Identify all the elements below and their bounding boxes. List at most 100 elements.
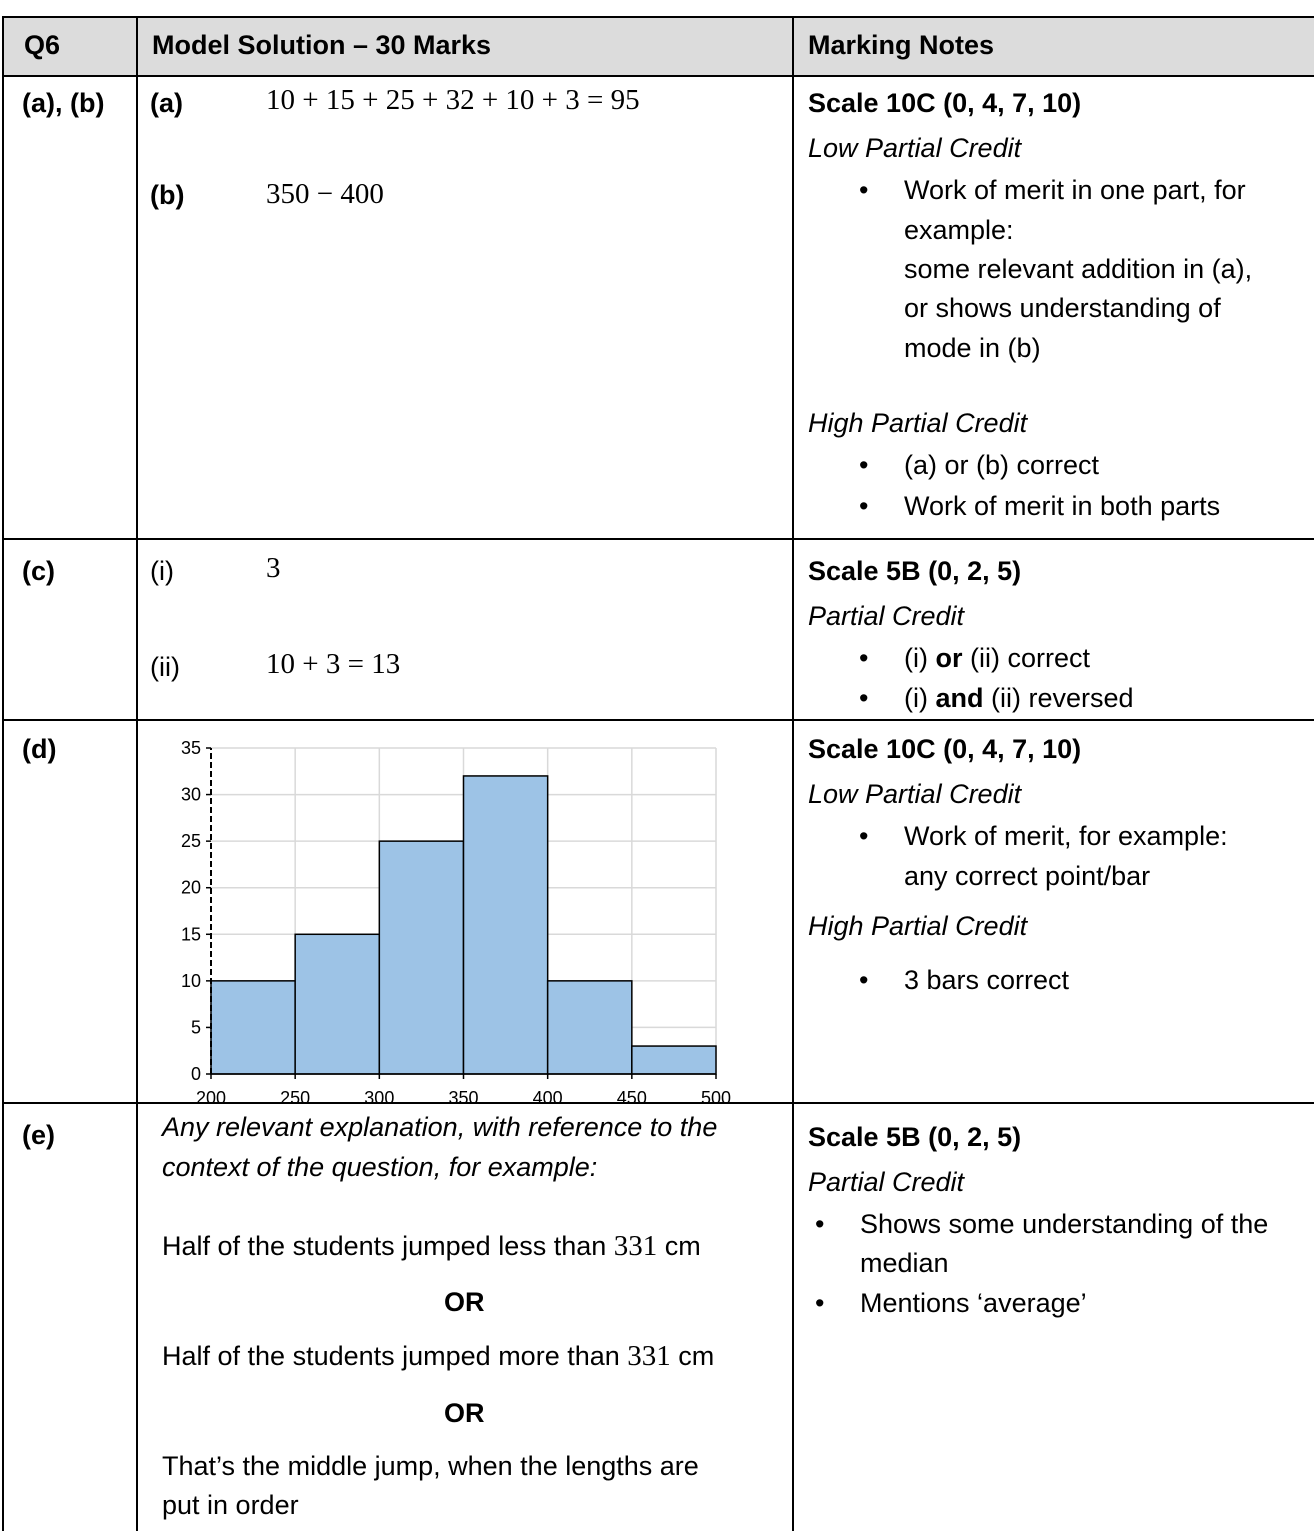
pc-e1-line2: median bbox=[860, 1248, 949, 1278]
high-credit-ab-item1: (a) or (b) correct bbox=[859, 450, 1100, 481]
part-label-d: (d) bbox=[22, 734, 57, 764]
e-example2-unit: cm bbox=[670, 1341, 715, 1371]
table-border-row2 bbox=[2, 719, 1314, 721]
scale-e: Scale 5B (0, 2, 5) bbox=[808, 1122, 1022, 1152]
header-q: Q6 bbox=[24, 30, 61, 60]
low-credit-d-line1: Work of merit, for example: bbox=[904, 821, 1228, 851]
histogram-bar bbox=[294, 933, 381, 1075]
low-credit-d-item: Work of merit, for example: bbox=[859, 821, 1228, 852]
scale-ab: Scale 10C (0, 4, 7, 10) bbox=[808, 88, 1082, 118]
pc-e2-text: Mentions ‘average’ bbox=[860, 1288, 1087, 1318]
table-border-row3 bbox=[2, 1102, 1314, 1104]
low-credit-ab-line2: example: bbox=[904, 215, 1014, 245]
pc-c2-a: (i) bbox=[904, 683, 936, 713]
low-credit-title-ab: Low Partial Credit bbox=[808, 133, 1022, 163]
x-tick-label: 300 bbox=[364, 1088, 394, 1104]
partial-credit-title-c: Partial Credit bbox=[808, 601, 965, 631]
high-credit-title-ab: High Partial Credit bbox=[808, 408, 1028, 438]
table-border-header bbox=[2, 75, 1314, 77]
e-example3-line2: put in order bbox=[162, 1490, 299, 1520]
header-row bbox=[2, 16, 1314, 76]
answer-a: 10 + 15 + 25 + 32 + 10 + 3 = 95 bbox=[266, 84, 640, 116]
e-intro-line1: Any relevant explanation, with reference… bbox=[162, 1112, 718, 1142]
histogram-bar bbox=[378, 840, 465, 1075]
y-tick-label: 15 bbox=[181, 924, 201, 944]
histogram-bar bbox=[546, 980, 633, 1075]
e-example1-text: Half of the students jumped less than bbox=[162, 1231, 614, 1261]
e-example1-unit: cm bbox=[657, 1231, 701, 1261]
pc-c2-c: (ii) reversed bbox=[983, 683, 1134, 713]
e-example3-line1: That’s the middle jump, when the lengths… bbox=[162, 1451, 699, 1481]
partial-credit-c-item1: (i) or (ii) correct bbox=[859, 643, 1090, 674]
x-tick-label: 450 bbox=[617, 1088, 647, 1104]
low-credit-d-line2: any correct point/bar bbox=[904, 861, 1151, 891]
scale-c: Scale 5B (0, 2, 5) bbox=[808, 556, 1022, 586]
e-or1: OR bbox=[444, 1287, 485, 1317]
y-tick-label: 35 bbox=[181, 738, 201, 758]
e-example1: Half of the students jumped less than 33… bbox=[162, 1230, 701, 1263]
y-tick-label: 0 bbox=[191, 1064, 201, 1084]
histogram-chart: 0 5 10 15 20 25 30 35 200 250 300 350 400 450 500 bbox=[181, 738, 731, 1104]
header-marking-notes: Marking Notes bbox=[808, 30, 995, 60]
chart-bars bbox=[210, 775, 717, 1075]
x-tick-labels: 200 250 300 350 400 450 500 bbox=[196, 1088, 731, 1104]
pc-c1-a: (i) bbox=[904, 643, 936, 673]
x-tick-label: 350 bbox=[448, 1088, 478, 1104]
x-tick-label: 200 bbox=[196, 1088, 226, 1104]
e-example1-num: 331 bbox=[613, 1230, 658, 1262]
e-intro-line2: context of the question, for example: bbox=[162, 1152, 598, 1182]
e-example2-num: 331 bbox=[627, 1340, 671, 1372]
table-border-top bbox=[2, 16, 1314, 18]
partial-credit-c-item2: (i) and (ii) reversed bbox=[859, 683, 1134, 714]
answer-c-ii: 10 + 3 = 13 bbox=[266, 648, 401, 680]
partial-credit-e-item1: Shows some understanding of the bbox=[815, 1209, 1269, 1240]
high-credit-ab-item2: Work of merit in both parts bbox=[859, 491, 1221, 522]
e-example2: Half of the students jumped more than 33… bbox=[162, 1340, 714, 1373]
x-tick-label: 250 bbox=[280, 1088, 310, 1104]
histogram-bar bbox=[462, 775, 549, 1075]
low-credit-ab-line1: Work of merit in one part, for bbox=[904, 175, 1246, 205]
part-label-c: (c) bbox=[22, 556, 55, 586]
y-tick-label: 10 bbox=[181, 971, 201, 991]
part-label-e: (e) bbox=[22, 1120, 55, 1150]
label-b: (b) bbox=[150, 180, 185, 210]
header-model-solution: Model Solution – 30 Marks bbox=[152, 30, 492, 60]
table-border-left bbox=[2, 16, 4, 1531]
y-tick-label: 25 bbox=[181, 831, 201, 851]
table-border-col2 bbox=[792, 16, 794, 1531]
high-credit-d-item: 3 bars correct bbox=[859, 965, 1070, 996]
y-tick-label: 30 bbox=[181, 785, 201, 805]
chart-axes bbox=[206, 747, 717, 1079]
answer-c-i: 3 bbox=[266, 552, 281, 584]
low-credit-ab-line3: some relevant addition in (a), bbox=[904, 254, 1253, 284]
scale-d: Scale 10C (0, 4, 7, 10) bbox=[808, 734, 1082, 764]
y-tick-label: 20 bbox=[181, 878, 201, 898]
histogram-bar bbox=[631, 1045, 717, 1075]
e-example2-text: Half of the students jumped more than bbox=[162, 1341, 628, 1371]
low-credit-ab-line5: mode in (b) bbox=[904, 333, 1041, 363]
table-border-col1 bbox=[136, 16, 138, 1531]
e-or2: OR bbox=[444, 1398, 485, 1428]
pc-c1-b: or bbox=[935, 643, 963, 673]
answer-b: 350 − 400 bbox=[266, 178, 384, 210]
partial-credit-title-e: Partial Credit bbox=[808, 1167, 965, 1197]
table-border-row1 bbox=[2, 538, 1314, 540]
y-tick-label: 5 bbox=[191, 1017, 201, 1037]
low-credit-ab-item: Work of merit in one part, for bbox=[859, 175, 1246, 206]
high-credit-d-text: 3 bars correct bbox=[904, 965, 1070, 995]
histogram-bar bbox=[210, 980, 296, 1075]
low-credit-ab-line4: or shows understanding of bbox=[904, 293, 1221, 323]
x-tick-label: 500 bbox=[701, 1088, 731, 1104]
pc-c1-c: (ii) correct bbox=[962, 643, 1090, 673]
part-label-ab: (a), (b) bbox=[22, 88, 105, 118]
pc-c2-b: and bbox=[935, 683, 984, 713]
partial-credit-e-item2: Mentions ‘average’ bbox=[815, 1288, 1087, 1319]
pc-e1-line1: Shows some understanding of the bbox=[860, 1209, 1269, 1239]
y-tick-labels: 0 5 10 15 20 25 30 35 bbox=[181, 738, 201, 1084]
high-credit-ab-text2: Work of merit in both parts bbox=[904, 491, 1221, 521]
label-a: (a) bbox=[150, 88, 183, 118]
high-credit-ab-text1: (a) or (b) correct bbox=[904, 450, 1100, 480]
label-c-i: (i) bbox=[150, 556, 174, 586]
label-c-ii: (ii) bbox=[150, 652, 180, 682]
x-tick-label: 400 bbox=[533, 1088, 563, 1104]
